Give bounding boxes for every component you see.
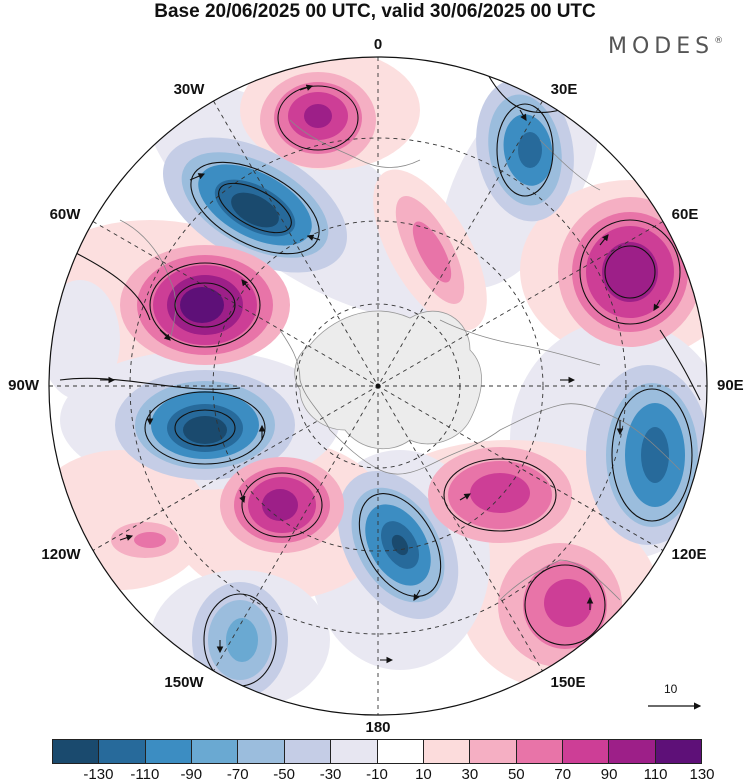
positive-anomalies (111, 72, 702, 667)
lon-label-60e: 60E (671, 206, 699, 223)
colorbar-swatch (516, 740, 563, 763)
colorbar-swatch (655, 740, 702, 763)
coastlines (119, 119, 681, 601)
lon-label-30e: 30E (550, 81, 578, 98)
colorbar-tick-label: 10 (415, 766, 432, 783)
flow-arrows (100, 84, 661, 664)
colorbar-swatch (562, 740, 610, 763)
colorbar-swatch (377, 740, 424, 763)
lon-label-90e: 90E (717, 377, 744, 394)
brand-text: MODES (608, 34, 715, 59)
map-boundary (48, 56, 708, 716)
lon-label-180: 180 (365, 719, 391, 736)
colorbar-swatch (423, 740, 471, 763)
colorbar-swatch (609, 740, 656, 763)
colorbar-tick-label: -10 (366, 766, 388, 783)
colorbar-tick-label: 90 (600, 766, 618, 783)
modes-logo: MODES® (608, 34, 723, 59)
colorbar-swatch (99, 740, 146, 763)
lon-label-0: 0 (373, 36, 383, 53)
colorbar-swatch (331, 740, 378, 763)
colorbar-tick-label: -70 (226, 766, 249, 783)
colorbar-tick-label: -50 (273, 766, 295, 783)
colorbar-tick-label: -90 (180, 766, 203, 783)
lon-label-150e: 150E (550, 674, 586, 691)
lon-label-60w: 60W (49, 206, 81, 223)
colorbar-tick-label: 30 (461, 766, 479, 783)
chart-title: Base 20/06/2025 00 UTC, valid 30/06/2025… (154, 1, 596, 22)
colorbar-tick-label: 130 (689, 766, 715, 783)
arctic-land-mask (294, 310, 482, 449)
colorbar-swatch (192, 740, 239, 763)
colorbar (52, 739, 702, 764)
colorbar-tick-label: 70 (554, 766, 572, 783)
colorbar-tick-label: -110 (130, 766, 160, 783)
lon-label-90w: 90W (8, 377, 39, 394)
lon-label-120e: 120E (671, 546, 707, 563)
colorbar-swatch (53, 740, 100, 763)
colorbar-tick-label: 50 (507, 766, 525, 783)
north-pole-marker (375, 383, 381, 389)
lon-label-150w: 150W (164, 674, 204, 691)
anomaly-field (49, 57, 707, 715)
reference-vector-label: 10 (664, 682, 678, 696)
colorbar-swatch (470, 740, 517, 763)
colorbar-tick-label: 110 (643, 766, 668, 783)
registered-mark: ® (714, 36, 724, 46)
colorbar-swatch (284, 740, 332, 763)
colorbar-tick-label: -130 (83, 766, 114, 783)
colorbar-swatch (238, 740, 285, 763)
colorbar-tick-label: -30 (319, 766, 342, 783)
colorbar-swatch (145, 740, 193, 763)
lon-label-120w: 120W (41, 546, 81, 563)
lon-label-30w: 30W (173, 81, 205, 98)
colorbar-ticks: -130 -110 -90 -70 -50 -30 -10 10 30 50 70 90 110 130 (52, 766, 714, 783)
negative-anomalies (115, 78, 707, 698)
